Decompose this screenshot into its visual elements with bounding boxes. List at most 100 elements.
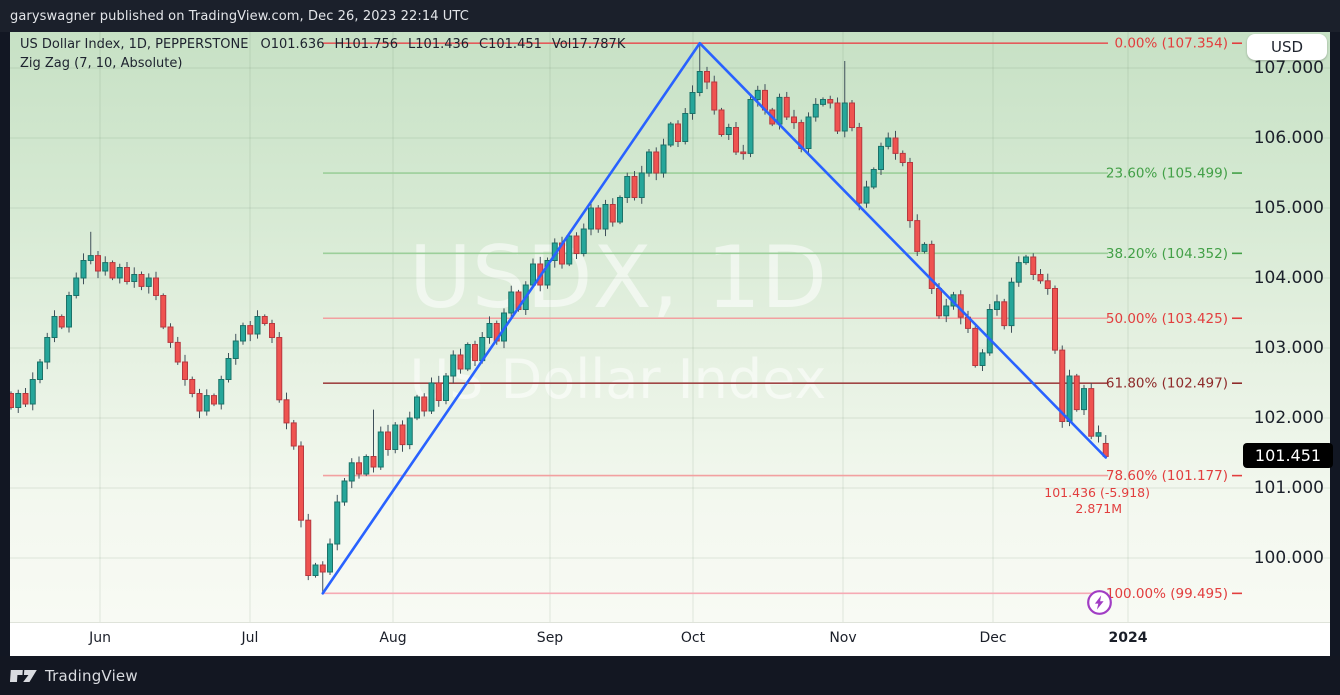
time-axis-label: Aug [379,630,407,646]
time-axis-label: Oct [680,630,706,646]
candle-body [254,316,261,335]
candle-body [899,152,906,164]
candle-body [907,162,913,222]
candle-body [1088,388,1095,437]
candle-body [580,228,587,254]
candle-body [174,341,181,363]
candle-body [153,277,159,296]
time-axis[interactable]: Jun Jul Aug Sep Oct Nov Dec 2024 [10,622,1330,656]
candle-body [711,81,718,111]
legend-high-value: H101.756 [334,37,399,52]
candle-body [283,399,290,424]
candle-body [856,127,863,204]
currency-usd-button[interactable]: USD [1247,34,1327,60]
candle-body [805,116,812,149]
legend-volume-value: Vol17.787K [551,37,626,52]
legend-indicator-row[interactable]: Zig Zag (7, 10, Absolute) [20,56,625,72]
candle-body [312,564,319,576]
candle-body [870,169,877,188]
watermark-name: US Dollar Index [409,348,827,411]
candle-body [385,431,391,450]
candle-body [566,235,573,265]
candle-body [609,204,616,223]
candle-body [638,172,645,198]
candle-body [1081,388,1087,411]
candle-body [646,151,652,174]
zigzag-line [321,41,1108,595]
candle-body [189,379,196,394]
candle-body [740,151,747,155]
candle-body [892,137,899,154]
candle-body [472,344,478,362]
candle-body [341,480,348,503]
footer-bar: TradingView [0,656,1340,695]
candle-body [696,71,703,93]
candle-body [776,96,783,125]
candle-body [305,519,312,577]
candle-body [87,255,94,262]
candle-body [783,96,790,118]
candle-body [363,456,370,475]
candle-body [718,109,725,135]
candle-body [733,127,739,153]
candle-body [44,337,51,363]
time-axis-label: Dec [979,630,1007,646]
candle-body [80,260,87,279]
candlestick-chart[interactable]: 0.00% (107.354) 23.60% (105.499) 38.20% (1… [10,32,1330,622]
candle-body [1066,375,1073,422]
legend-symbol-row[interactable]: US Dollar Index, 1D, PEPPERSTONE O101.63… [20,37,625,53]
candle-body [290,422,297,447]
time-axis-label: Sep [536,630,564,646]
candle-body [1052,288,1058,351]
lightning-icon[interactable] [1086,589,1113,616]
zigzag-change-label: 101.436 (-5.918) [1044,485,1150,500]
candle-body [131,274,138,282]
candle-body [914,220,921,252]
candle-body [348,462,355,482]
candle-body [298,445,304,521]
candle-body [261,316,268,324]
candle-body [51,316,58,338]
symbol-watermark: USDX, 1D US Dollar Index [409,224,827,428]
fib-level-label: 0.00% (107.354) [1114,36,1228,52]
candle-body [145,277,152,287]
candle-body [116,267,123,279]
legend-indicator-label: Zig Zag (7, 10, Absolute) [20,56,183,71]
time-axis-label: Nov [829,630,857,646]
candle-body [602,204,609,230]
candle-body [849,102,855,128]
candle-body [617,197,623,223]
candle-body [972,327,979,366]
candle-body [414,396,420,419]
fib-level-label: 23.60% (105.499) [1106,166,1228,182]
tradingview-logo-icon[interactable] [10,667,38,684]
candle-body [225,358,232,380]
candle-body [682,113,689,142]
candle-body [675,123,681,142]
candle-body [667,123,674,146]
candle-body [464,344,471,370]
time-axis-label: Jul [241,630,259,646]
candle-body [370,456,377,468]
tradingview-brand-text[interactable]: TradingView [45,666,138,685]
candle-body [73,277,80,296]
candle-body [747,99,754,154]
candle-body [10,393,14,408]
candle-body [124,267,130,282]
candle-body [573,235,580,254]
candle-body [986,309,993,354]
candle-body [1008,281,1015,327]
fib-level-label: 38.20% (104.352) [1106,246,1228,262]
candle-body [1037,274,1044,282]
candle-body [269,323,275,338]
candle-body [689,92,696,114]
candle-body [921,243,928,252]
candle-body [653,151,660,174]
candle-body [421,396,428,412]
candle-body [428,382,435,412]
candle-body [841,102,848,132]
chart-region: USDX, 1D US Dollar Index 0.00% (107.354)… [0,32,1340,656]
candle-body [1015,262,1022,283]
chart-plot-area[interactable]: USDX, 1D US Dollar Index 0.00% (107.354)… [10,32,1333,622]
